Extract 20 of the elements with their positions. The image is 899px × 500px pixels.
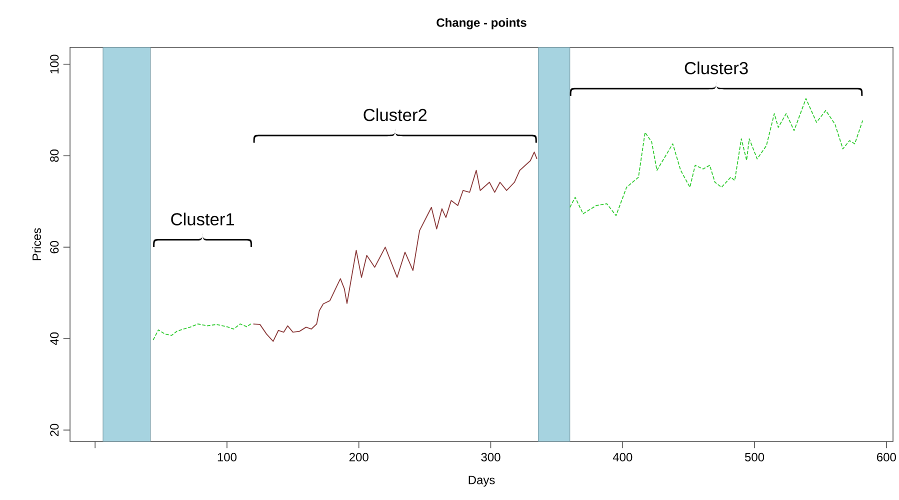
y-tick-label: 80: [50, 149, 59, 162]
y-tick-label: 20: [50, 424, 59, 436]
x-tick-label: 300: [481, 452, 500, 462]
y-tick-label: 60: [50, 240, 59, 254]
annotation: Cluster1: [171, 212, 234, 226]
line-series: [569, 98, 864, 216]
line-series: [252, 152, 538, 342]
x-tick-label: 600: [877, 452, 896, 462]
y-tick-label: 40: [50, 332, 59, 345]
chart-title: Change - points: [436, 18, 526, 30]
x-axis-title: Days: [468, 476, 495, 487]
annotation: Cluster2: [364, 108, 427, 122]
annotation: Cluster3: [684, 61, 748, 74]
x-tick-label: 100: [218, 452, 237, 462]
line-series: [152, 322, 253, 340]
x-tick-label: 200: [349, 452, 368, 462]
y-tick-label: 100: [50, 54, 59, 74]
y-axis-title: Prices: [32, 228, 41, 260]
x-tick-label: 400: [612, 452, 632, 462]
x-tick-label: 500: [744, 452, 764, 462]
